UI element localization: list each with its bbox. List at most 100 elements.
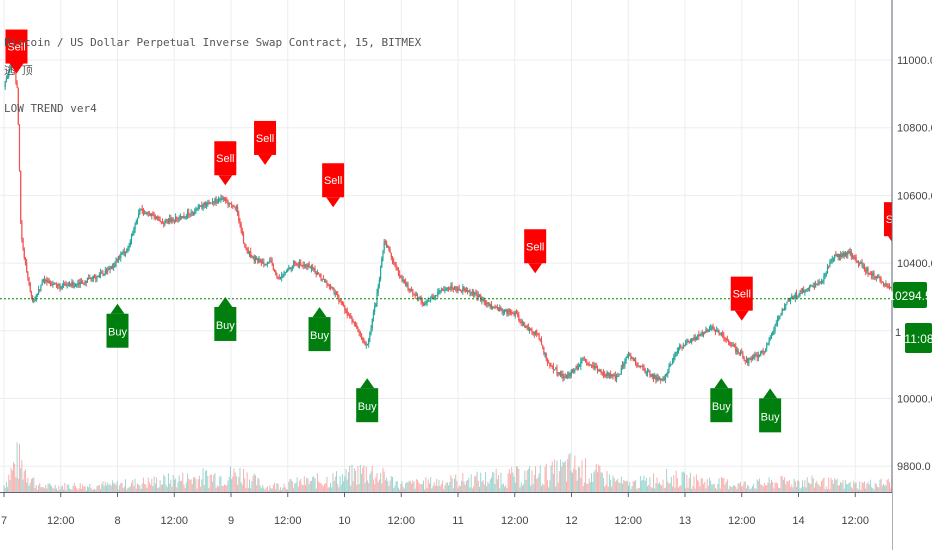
volume-bar [788,480,790,492]
candle-body [564,376,566,378]
volume-bar [355,470,357,492]
volume-bar [744,481,746,492]
candle-body [20,170,22,222]
volume-bar [622,483,624,492]
volume-bar [570,471,572,492]
volume-bar [384,480,386,492]
candle-body [383,241,385,251]
candle-body [472,292,475,295]
candle-body [76,283,78,285]
candle-body [257,257,259,263]
volume-bar [791,484,793,492]
candle-body [347,314,350,316]
volume-bar [281,490,283,492]
candle-body [368,338,370,345]
candle-body [469,290,471,293]
volume-bar [749,489,751,492]
candle-body [521,321,524,324]
volume-bar [552,473,554,492]
candle-body [158,219,160,221]
volume-bar [215,487,217,492]
candle-body [694,337,696,341]
volume-bar [842,480,844,492]
volume-bar [650,487,652,492]
volume-bar [844,479,846,492]
candle-body [553,369,556,371]
volume-bar [69,488,71,492]
candle-body [104,270,106,275]
volume-bar [148,481,150,492]
candle-body [77,283,79,285]
volume-bar [886,479,888,492]
volume-bar [296,477,298,492]
time-tick-label: 12:00 [501,515,529,527]
candle-body [757,354,759,358]
volume-bar [512,472,514,492]
candle-body [809,285,811,290]
volume-bar [349,465,351,492]
price-axis[interactable]: 11000.010800.010600.010400.010000.09800.… [897,55,932,473]
volume-bar [434,485,436,492]
candle-body [82,281,84,284]
candle-body [612,374,614,377]
candle-body [250,251,252,257]
buy-signal-label: Buy [358,401,377,413]
time-tick-label: 11 [452,515,463,527]
volume-bar [36,489,38,492]
buy-signal-label: Buy [216,320,235,332]
candle-body [440,289,442,291]
candle-body [202,205,204,208]
volume-bar [415,479,417,492]
candle-body [831,258,833,261]
volume-bar [275,489,277,492]
candle-body [587,364,589,366]
candle-body [834,254,836,259]
candle-body [487,302,489,304]
candle-body [273,269,276,271]
volume-bar [657,483,659,492]
volume-bar [529,466,531,492]
candle-body [164,221,166,224]
candle-body [84,280,86,284]
volume-bar [446,482,448,492]
candle-body [384,241,386,243]
time-axis[interactable]: 7 12:00 8 12:00 9 12:00 10 12:00 11 12:00 12 12:00 1… [1,493,869,527]
volume-bar [728,489,730,492]
volume-bar [594,469,596,492]
candle-body [837,253,839,258]
volume-bar [442,480,444,492]
candle-body [791,296,793,299]
volume-bar [692,486,694,492]
candle-body [301,264,303,266]
volume-bar [427,479,429,492]
volume-bar [620,476,622,492]
candle-body [517,313,519,316]
volume-bar [674,487,676,492]
candle-body [689,341,692,343]
volume-bar [38,485,40,492]
volume-bar [8,474,10,492]
volume-bar [697,479,699,492]
candle-body [302,264,304,266]
volume-bar [834,478,836,492]
candle-body [297,264,299,266]
candle-body [814,284,817,288]
volume-bar [818,485,820,492]
candle-body [571,369,574,371]
volume-bar [714,488,716,492]
candle-body [787,298,789,302]
volume-bar [221,485,223,492]
volume-bar [120,483,122,492]
volume-bar [27,477,29,492]
candle-body [468,290,470,293]
candle-body [431,296,433,299]
time-axis-bg [0,493,892,550]
volume-bar [717,483,719,492]
volume-bar [890,488,892,492]
candle-body [353,321,355,324]
volume-bar [630,489,632,492]
buy-signal-box [214,306,237,341]
candle-body [720,333,723,335]
volume-bar [326,476,328,492]
